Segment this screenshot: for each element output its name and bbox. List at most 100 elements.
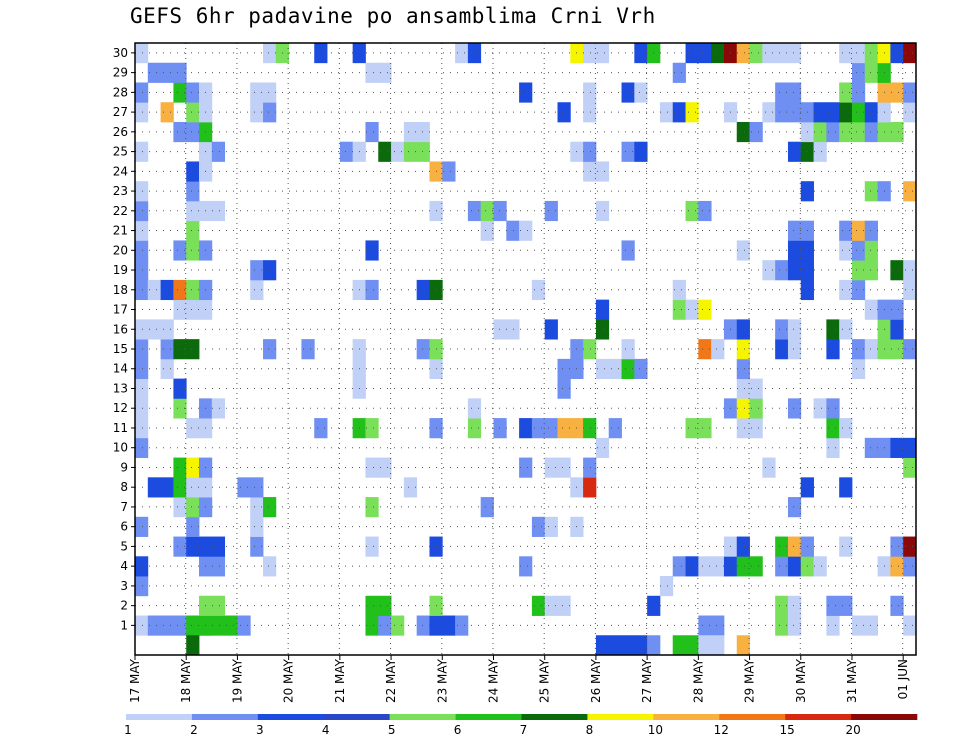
heat-cell [263,556,277,577]
heat-cell [698,635,712,656]
heat-cell [775,595,789,616]
heat-cell [416,339,430,360]
y-tick-label: 25 [113,145,128,159]
heat-cell [826,418,840,439]
heat-cell [135,102,149,123]
heat-cell [864,43,878,64]
heat-cell [480,497,494,518]
heat-cell [583,457,597,478]
heat-cell [826,339,840,360]
heat-cell [839,121,853,143]
heat-cell [903,556,917,577]
heat-cell [160,319,174,340]
heat-cell [826,102,840,123]
y-tick-label: 3 [120,579,128,593]
heat-cell [583,102,597,123]
heat-cell [647,635,661,656]
heat-cell [621,358,635,380]
heat-cell [698,299,712,320]
heat-cell [173,378,187,399]
heat-cell [135,576,149,597]
heat-cell [685,43,699,64]
x-tick-label: 29 MAY [743,658,757,703]
heat-cell [787,497,802,518]
x-tick-label: 28 MAY [691,658,705,703]
heat-cell [826,398,840,419]
heat-cell [839,240,853,261]
heat-cell [544,516,558,537]
heat-cell [736,398,750,419]
heat-cell [672,102,686,123]
heat-cell [583,418,597,439]
heat-cell [186,497,200,518]
heat-cell [839,102,853,123]
heat-cell [557,418,571,439]
heat-cell [698,200,712,222]
y-tick-label: 21 [113,224,128,238]
heat-cell [787,260,802,281]
heat-cell [135,260,149,281]
heat-cell [608,418,622,439]
heat-cell [403,477,418,498]
heat-cell [711,556,725,577]
heat-cell [173,339,187,360]
heat-cell [173,299,187,320]
heat-cell [186,200,200,222]
heat-cell [711,43,725,64]
heat-cell [839,279,853,301]
heat-cell [685,299,699,320]
heat-cell [583,477,597,498]
heat-cell [147,477,162,498]
heat-cell [186,121,200,143]
heat-cell [711,635,725,656]
heat-cell [416,279,430,301]
heat-cell [851,279,866,301]
heat-cell [864,299,878,320]
heat-cell [826,319,840,340]
x-tick-label: 17 MAY [128,658,142,703]
heat-cell [557,595,571,616]
heat-cell [173,279,187,301]
heat-cell [160,62,174,83]
heat-cell [864,62,878,83]
heat-cell [250,260,264,281]
heat-cell [672,299,686,320]
x-tick-label: 21 MAY [333,658,347,703]
y-tick-label: 8 [120,480,128,494]
heat-cell [173,240,187,261]
legend-label: 5 [388,723,396,737]
y-tick-label: 14 [113,362,128,376]
heat-cell [160,477,174,498]
heat-cell [186,220,200,241]
heat-cell [250,82,264,103]
heat-cell [864,181,878,202]
heat-cell [250,536,264,557]
heat-cell [467,43,482,64]
heat-cell [775,319,789,340]
legend-swatch [851,714,918,720]
heat-cell [263,43,277,64]
y-tick-label: 10 [113,441,128,455]
x-tick-label: 27 MAY [640,658,654,703]
heat-cell [736,556,750,577]
heat-cell [711,615,725,636]
heat-cell [147,62,162,83]
y-tick-label: 13 [113,381,128,395]
heat-cell [621,240,635,261]
legend-label: 7 [520,723,528,737]
heat-cell [749,121,763,143]
heat-cell [480,200,494,222]
heat-cell [839,220,853,241]
heat-cell [736,358,750,380]
heat-cell [403,141,418,162]
heat-cell [135,437,149,458]
heat-cell [173,497,187,518]
heat-cell [391,615,405,636]
legend-swatch [191,714,259,720]
heat-cell [365,121,379,143]
heat-cell [378,62,392,83]
heat-cell [442,161,456,182]
heat-cell [365,240,379,261]
heat-cell [787,82,802,103]
heat-cell [903,437,917,458]
